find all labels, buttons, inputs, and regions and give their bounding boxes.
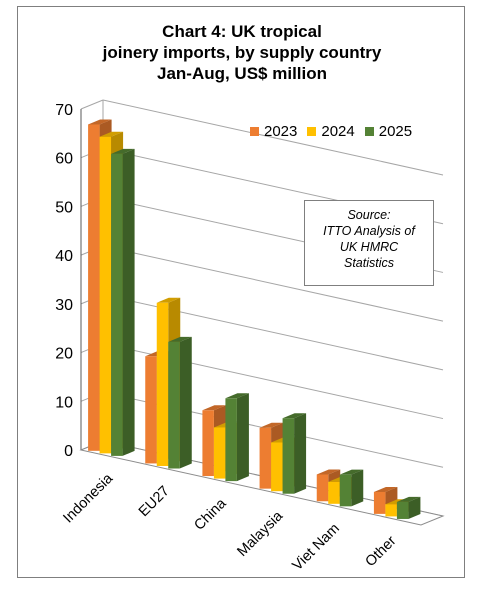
legend-label-2024: 2024 xyxy=(321,123,355,140)
legend-label-2023: 2023 xyxy=(264,123,298,140)
bar-top-Indonesia-2025 xyxy=(111,148,135,154)
y-tick-label: 30 xyxy=(55,297,73,314)
bar-top-Other-2023 xyxy=(373,486,398,492)
bar-China-2025 xyxy=(225,398,237,482)
x-tick-label-Indonesia: Indonesia xyxy=(60,470,116,526)
bar-top-Viet Nam-2023 xyxy=(316,469,341,475)
y-tick-label: 0 xyxy=(64,443,73,460)
x-tick-label-EU27: EU27 xyxy=(136,483,173,520)
bar-Viet Nam-2025 xyxy=(339,474,352,507)
legend-item-2024: 2024 xyxy=(307,123,355,140)
bar-top-Other-2025 xyxy=(396,496,421,502)
y-tick-label: 50 xyxy=(55,199,73,216)
bar-top-China-2025 xyxy=(225,393,249,399)
bar-Malaysia-2024 xyxy=(271,442,283,492)
source-annotation: Source: ITTO Analysis of UK HMRC Statist… xyxy=(304,200,434,286)
source-line-2: ITTO Analysis of xyxy=(323,224,415,238)
bar-EU27-2024 xyxy=(156,302,169,466)
bar-top-EU27-2024 xyxy=(156,297,181,303)
chart-title-line-2: joinery imports, by supply country xyxy=(102,43,382,62)
bar-Viet Nam-2024 xyxy=(328,481,340,504)
bar-side-Malaysia-2025 xyxy=(294,413,307,494)
bar-top-Malaysia-2025 xyxy=(282,413,307,419)
bar-top-Indonesia-2023 xyxy=(88,119,112,125)
bar-China-2023 xyxy=(202,410,214,477)
y-tick-label: 10 xyxy=(55,394,73,411)
gridline-side-70 xyxy=(80,99,104,110)
bar-Indonesia-2023 xyxy=(88,124,100,451)
x-tick-label-Other: Other xyxy=(363,533,400,570)
bar-Viet Nam-2023 xyxy=(316,474,329,502)
y-tick-label: 20 xyxy=(55,346,73,363)
bar-China-2024 xyxy=(213,427,226,479)
legend-swatch-2024 xyxy=(307,127,317,136)
chart-legend: 2023 2024 2025 xyxy=(250,123,412,140)
gridline-70 xyxy=(102,99,444,176)
chart-title-line-3: Jan-Aug, US$ million xyxy=(156,64,328,83)
source-line-3: UK HMRC xyxy=(339,240,399,254)
bar-side-Other-2025 xyxy=(408,496,421,519)
chart-title-line-1: Chart 4: UK tropical xyxy=(162,22,322,41)
bar-Other-2025 xyxy=(396,501,409,519)
bar-Malaysia-2025 xyxy=(282,418,295,494)
x-tick-label-Viet Nam: Viet Nam xyxy=(290,521,343,574)
chart-frame: Chart 4: UK tropical joinery imports, by… xyxy=(17,6,465,578)
bar-top-Viet Nam-2025 xyxy=(339,469,364,475)
bar-top-China-2023 xyxy=(202,405,226,411)
bar-side-China-2025 xyxy=(236,393,249,482)
bar-top-EU27-2025 xyxy=(168,336,192,342)
y-tick-label: 40 xyxy=(55,248,73,265)
legend-label-2025: 2025 xyxy=(378,123,413,140)
bar-Indonesia-2025 xyxy=(111,153,123,456)
legend-item-2025: 2025 xyxy=(364,123,413,140)
y-tick-label: 70 xyxy=(55,102,73,119)
chart-title: Chart 4: UK tropical joinery imports, by… xyxy=(18,21,466,84)
bar-top-Indonesia-2024 xyxy=(99,131,124,137)
bar-Other-2023 xyxy=(373,491,386,514)
bar-side-EU27-2025 xyxy=(179,336,192,469)
source-line-4: Statistics xyxy=(343,256,394,270)
chart-plot: 0 10 20 30 40 50 60 70 Indonesia EU27 China Malaysi… xyxy=(55,99,445,574)
gridline-40 xyxy=(102,245,444,322)
legend-swatch-2023 xyxy=(250,127,259,136)
legend-swatch-2025 xyxy=(364,127,374,136)
bar-top-Malaysia-2023 xyxy=(259,422,284,428)
bar-Malaysia-2023 xyxy=(259,427,272,489)
bar-side-Viet Nam-2025 xyxy=(351,469,364,507)
x-tick-label-Malaysia: Malaysia xyxy=(234,507,286,559)
legend-item-2023: 2023 xyxy=(250,123,297,140)
bar-EU27-2025 xyxy=(168,341,180,469)
y-tick-label: 60 xyxy=(55,151,73,168)
bar-EU27-2023 xyxy=(145,356,157,464)
x-tick-label-China: China xyxy=(191,495,230,534)
bar-side-Indonesia-2025 xyxy=(122,148,135,456)
bar-Indonesia-2024 xyxy=(99,136,112,454)
source-line-1: Source: xyxy=(347,208,391,222)
bar-Other-2024 xyxy=(385,504,397,517)
